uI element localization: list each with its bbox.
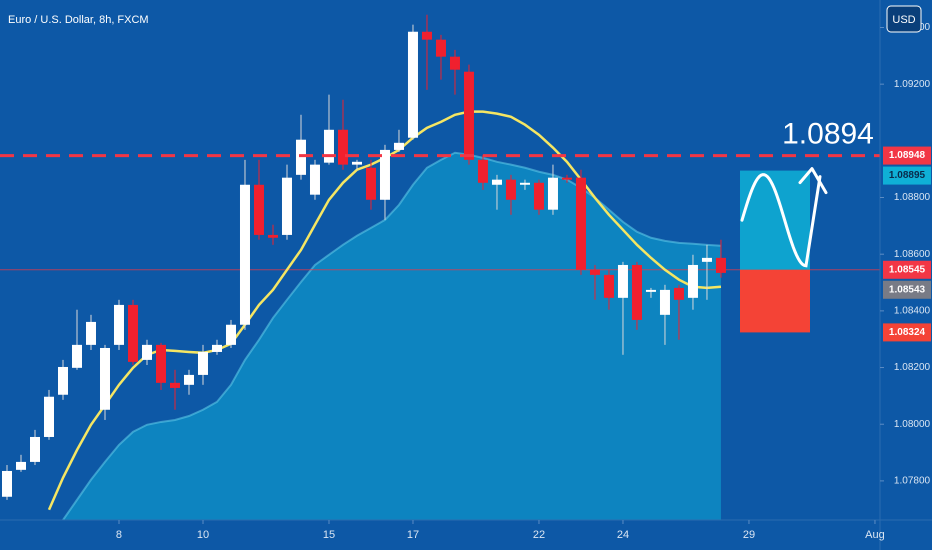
- y-tick-label: 1.08600: [894, 249, 931, 260]
- candle-body: [701, 257, 712, 262]
- candle-body: [533, 182, 544, 210]
- price-label-box: [883, 280, 931, 299]
- plot-area: 1.0894: [0, 14, 880, 521]
- x-tick-label: 15: [323, 529, 335, 541]
- band-area: [62, 152, 721, 520]
- price-label-box: [883, 166, 931, 185]
- candle-body: [687, 264, 698, 298]
- candle-body: [491, 179, 502, 185]
- x-tick-label: Aug: [865, 529, 885, 541]
- candle-body: [449, 56, 460, 70]
- price-label: 1.08895: [889, 170, 926, 181]
- candle-body: [659, 289, 670, 315]
- candle-body: [407, 31, 418, 138]
- candle-body: [43, 396, 54, 437]
- candle-body: [253, 184, 264, 235]
- price-label: 1.08948: [889, 150, 926, 161]
- y-tick-label: 1.07800: [894, 476, 931, 487]
- price-label-box: [883, 323, 931, 342]
- price-label-box: [883, 146, 931, 165]
- price-label: 1.08324: [889, 327, 926, 338]
- candle-body: [393, 142, 404, 150]
- chart-title: Euro / U.S. Dollar, 8h, FXCM: [8, 14, 149, 26]
- candle-body: [281, 177, 292, 235]
- candle-body: [295, 139, 306, 175]
- target-zone: [740, 170, 810, 270]
- candle-body: [309, 164, 320, 195]
- candle-body: [211, 344, 222, 352]
- y-tick-label: 1.08200: [894, 362, 931, 373]
- candle-body: [127, 304, 138, 362]
- candle-body: [463, 71, 474, 160]
- candle-body: [575, 177, 586, 270]
- candle-body: [645, 289, 656, 292]
- candle-body: [617, 264, 628, 298]
- candle-body: [239, 184, 250, 325]
- candle-body: [29, 436, 40, 462]
- candle-body: [589, 269, 600, 275]
- level-annotation: 1.0894: [782, 117, 874, 150]
- price-label: 1.08543: [889, 284, 926, 295]
- candle-body: [477, 159, 488, 183]
- candle-body: [505, 179, 516, 200]
- currency-button[interactable]: USD: [886, 5, 922, 33]
- y-tick-label: 1.08000: [894, 419, 931, 430]
- y-tick-label: 1.09200: [894, 79, 931, 90]
- y-tick-label: 1.08400: [894, 306, 931, 317]
- candle-body: [225, 324, 236, 345]
- x-tick-label: 17: [407, 529, 419, 541]
- candle-body: [715, 257, 726, 273]
- candle-body: [337, 129, 348, 165]
- x-tick-label: 8: [116, 529, 122, 541]
- candle-body: [15, 461, 26, 470]
- band-edge: [62, 151, 722, 521]
- candle-body: [113, 304, 124, 345]
- candle-body: [267, 234, 278, 238]
- candle-body: [603, 274, 614, 298]
- candle-body: [155, 344, 166, 383]
- candle-body: [365, 167, 376, 200]
- projection-curve: [740, 173, 822, 268]
- projection-arrowhead: [798, 167, 828, 195]
- x-tick-label: 24: [617, 529, 629, 541]
- candle-body: [197, 351, 208, 375]
- candle-body: [435, 39, 446, 57]
- price-label-box: [883, 260, 931, 279]
- time-axis-panel: [0, 520, 932, 550]
- candle-body: [547, 177, 558, 210]
- candle-body: [561, 177, 572, 180]
- candle-body: [421, 31, 432, 40]
- candle-body: [323, 129, 334, 163]
- candle-body: [183, 374, 194, 385]
- y-tick-label: 1.08800: [894, 192, 931, 203]
- currency-button-box[interactable]: [886, 5, 922, 33]
- x-tick-label: 10: [197, 529, 209, 541]
- price-label: 1.08545: [889, 264, 926, 275]
- candle-body: [85, 321, 96, 345]
- currency-label[interactable]: USD: [892, 14, 915, 26]
- x-tick-label: 29: [743, 529, 755, 541]
- candle-body: [1, 470, 12, 497]
- candle-body: [673, 287, 684, 300]
- candle-body: [351, 161, 362, 165]
- candle-body: [71, 344, 82, 368]
- stop-zone: [740, 269, 810, 333]
- candle-body: [57, 366, 68, 395]
- candle-body: [141, 344, 152, 360]
- x-tick-label: 22: [533, 529, 545, 541]
- candle-body: [99, 347, 110, 410]
- candle-body: [519, 182, 530, 185]
- candle-body: [631, 264, 642, 320]
- candle-body: [169, 382, 180, 388]
- candle-body: [379, 149, 390, 200]
